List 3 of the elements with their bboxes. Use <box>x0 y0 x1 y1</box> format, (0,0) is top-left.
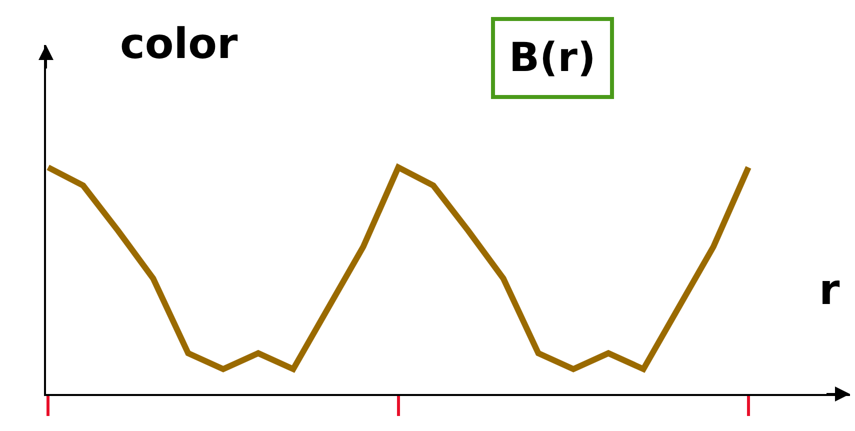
x-axis-title: r <box>819 265 840 314</box>
chart-title: B(r) <box>509 35 596 81</box>
y-axis-title: color <box>120 19 238 68</box>
